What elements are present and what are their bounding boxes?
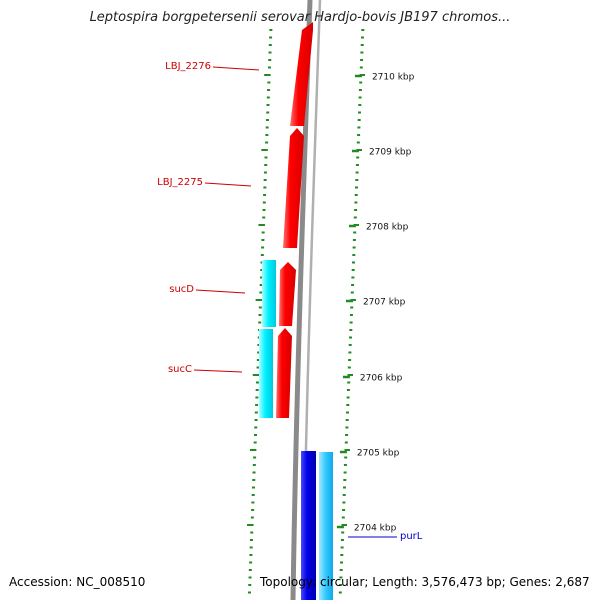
gene-label-LBJ_2275[interactable]: LBJ_2275 — [157, 177, 203, 188]
scale-tick-label: 2709 kbp — [369, 148, 412, 158]
gene-LBJ_2276-feature — [290, 22, 313, 126]
sucC-rna-feature — [259, 329, 273, 418]
gene-labels: LBJ_2276 LBJ_2275 sucD sucC purL — [157, 61, 423, 542]
forward-cds-track — [276, 22, 313, 418]
gene-label-LBJ_2276[interactable]: LBJ_2276 — [165, 61, 211, 72]
gene-label-purL[interactable]: purL — [400, 531, 423, 542]
gene-label-sucC[interactable]: sucC — [168, 364, 192, 375]
accession-label: Accession: NC_008510 — [9, 575, 146, 589]
purL-rna-feature — [319, 452, 333, 600]
scale-tick-label: 2710 kbp — [372, 73, 415, 83]
gene-purL-feature — [301, 451, 316, 600]
scale-tick-label: 2707 kbp — [363, 298, 406, 308]
gene-leader-line — [212, 66, 260, 71]
scale-tick-label: 2704 kbp — [354, 524, 397, 534]
chromosome-title: Leptospira borgpetersenii serovar Hardjo… — [89, 10, 511, 25]
scale-ticks: 2710 kbp 2709 kbp 2708 kbp 2707 kbp 2706 kbp… — [336, 73, 415, 534]
gene-LBJ_2275-feature — [283, 128, 304, 248]
gene-sucC-feature — [276, 328, 292, 418]
gene-sucD-feature — [279, 262, 296, 326]
summary-label: Topology: circular; Length: 3,576,473 bp… — [260, 575, 590, 589]
gc-skew-track — [247, 29, 365, 594]
gene-leader-line — [195, 289, 246, 294]
gene-label-sucD[interactable]: sucD — [169, 284, 194, 295]
forward-rna-track — [259, 260, 276, 418]
sucD-rna-feature — [262, 260, 276, 327]
gene-leader-line — [193, 369, 243, 373]
scale-tick-label: 2706 kbp — [360, 374, 403, 384]
scale-tick-label: 2705 kbp — [357, 449, 400, 459]
reverse-cds-track — [301, 451, 333, 600]
scale-tick-label: 2708 kbp — [366, 223, 409, 233]
gene-leader-line — [204, 182, 252, 187]
